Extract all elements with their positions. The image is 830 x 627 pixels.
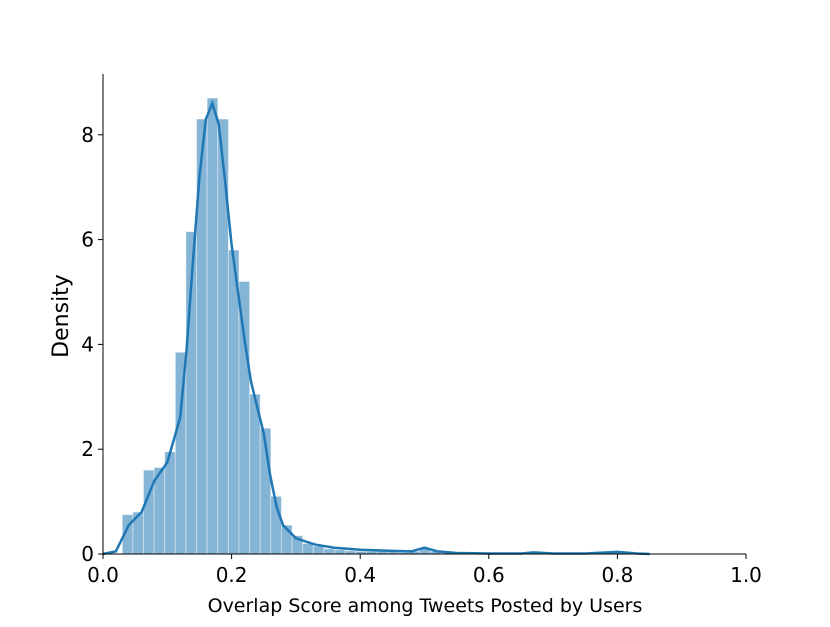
kde-line (102, 99, 650, 556)
histogram-bar (217, 118, 229, 555)
y-tick-label: 8 (81, 123, 94, 147)
y-tick-label: 4 (81, 332, 94, 356)
y-tick-label: 6 (81, 228, 94, 252)
histogram-bar (312, 545, 325, 555)
histogram-bar (333, 549, 346, 555)
x-axis-label: Overlap Score among Tweets Posted by Use… (208, 595, 643, 617)
x-tick-label: 0.2 (216, 563, 248, 587)
histogram-bar (238, 281, 251, 555)
y-tick-label: 2 (81, 437, 94, 461)
histogram-bar (249, 393, 261, 555)
histogram-bar (206, 97, 219, 555)
histogram-bar (323, 548, 335, 555)
x-tick-label: 0.8 (601, 563, 633, 587)
histogram-bar (302, 543, 314, 555)
y-axis-label: Density (49, 274, 74, 358)
x-tick-label: 0.6 (473, 563, 505, 587)
y-tick-label: 0 (81, 542, 94, 566)
x-tick-label: 1.0 (730, 563, 762, 587)
x-tick-label: 0.0 (87, 563, 119, 587)
x-tick-label: 0.4 (344, 563, 376, 587)
histogram-bar (164, 451, 176, 555)
